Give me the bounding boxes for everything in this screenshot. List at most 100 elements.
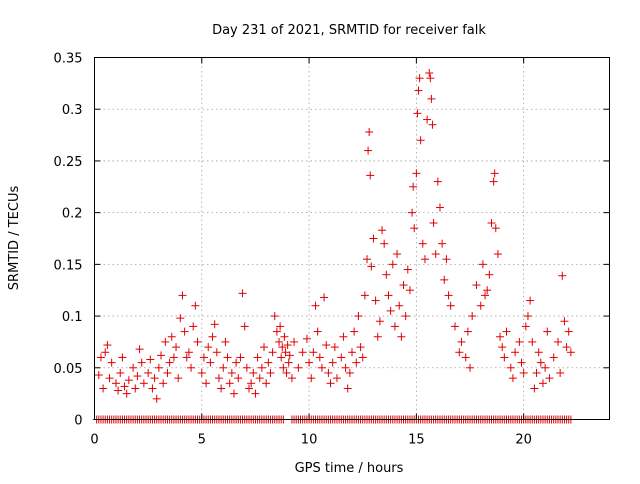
y-tick-label: 0 (74, 414, 82, 429)
data-point (172, 343, 181, 352)
data-point (122, 389, 131, 398)
data-point (530, 384, 539, 393)
data-point (564, 327, 573, 336)
data-point (282, 368, 291, 377)
data-point (275, 337, 284, 346)
data-point (294, 363, 303, 372)
data-point (191, 301, 200, 310)
data-point (167, 332, 176, 341)
data-point (124, 376, 133, 385)
data-point (332, 374, 341, 383)
data-point (485, 270, 494, 279)
data-point (420, 255, 429, 264)
data-point (356, 343, 365, 352)
data-point (178, 291, 187, 300)
data-point (451, 322, 459, 331)
data-point (427, 94, 436, 103)
data-point (146, 355, 155, 364)
data-point (285, 351, 294, 360)
data-point (287, 374, 296, 383)
data-point (229, 389, 238, 398)
data-point (408, 208, 417, 217)
data-point (337, 353, 346, 362)
data-point (409, 182, 418, 191)
data-point (358, 353, 367, 362)
data-point (429, 218, 438, 227)
data-point (264, 358, 273, 367)
data-point (96, 353, 105, 362)
data-point (556, 368, 565, 377)
data-point (219, 363, 228, 372)
data-point (283, 341, 292, 350)
y-tick-label: 0.2 (62, 207, 83, 222)
data-point (554, 337, 562, 346)
data-point (311, 301, 320, 310)
y-axis-label: SRMTID / TECUs (7, 186, 22, 291)
data-point (410, 224, 419, 233)
data-point (163, 368, 172, 377)
data-point (276, 322, 285, 331)
data-point (111, 379, 120, 388)
data-point (225, 379, 234, 388)
data-point (428, 120, 437, 129)
data-point (268, 348, 277, 357)
data-point (566, 348, 575, 357)
data-point (500, 353, 509, 362)
data-point (483, 286, 492, 295)
data-point (290, 337, 299, 346)
data-point (270, 312, 279, 321)
data-point (277, 353, 286, 362)
data-point (517, 358, 526, 367)
data-point (135, 345, 144, 354)
data-point (367, 262, 376, 271)
x-tick-label: 10 (301, 433, 318, 448)
data-point (487, 218, 496, 227)
data-point (137, 358, 146, 367)
y-tick-label: 0.3 (62, 103, 83, 118)
data-point (120, 382, 129, 391)
data-point (227, 368, 236, 377)
data-point (159, 379, 168, 388)
data-point (107, 358, 116, 367)
x-axis-label: GPS time / hours (295, 461, 404, 476)
data-point (519, 368, 528, 377)
data-point (315, 353, 324, 362)
data-point (466, 363, 475, 372)
data-point (545, 374, 554, 383)
grid (94, 57, 610, 420)
data-point (152, 394, 161, 403)
data-point (476, 301, 485, 310)
data-point (251, 389, 260, 398)
x-tick-label: 15 (408, 433, 425, 448)
data-point (105, 374, 114, 383)
data-point (461, 353, 470, 362)
data-point (478, 260, 487, 269)
data-point (180, 327, 189, 336)
data-point (317, 363, 326, 372)
data-point (101, 348, 110, 357)
x-tick-label: 0 (90, 433, 98, 448)
data-point (348, 348, 356, 357)
data-point (322, 341, 331, 350)
data-point (236, 353, 245, 362)
data-point (223, 353, 232, 362)
data-point (491, 224, 500, 233)
data-point (388, 260, 397, 269)
data-point (202, 379, 211, 388)
data-point (139, 379, 148, 388)
data-point (498, 343, 507, 352)
data-point (184, 348, 193, 357)
data-point (189, 322, 198, 331)
y-tick-label: 0.1 (62, 310, 83, 325)
data-point (534, 348, 543, 357)
data-point (415, 74, 424, 83)
data-points (92, 69, 575, 424)
data-point (521, 322, 530, 331)
data-point (403, 265, 412, 274)
data-point (446, 301, 455, 310)
data-point (425, 69, 434, 78)
data-point (212, 348, 221, 357)
data-point (131, 384, 140, 393)
data-point (401, 312, 410, 321)
data-point (279, 363, 288, 372)
